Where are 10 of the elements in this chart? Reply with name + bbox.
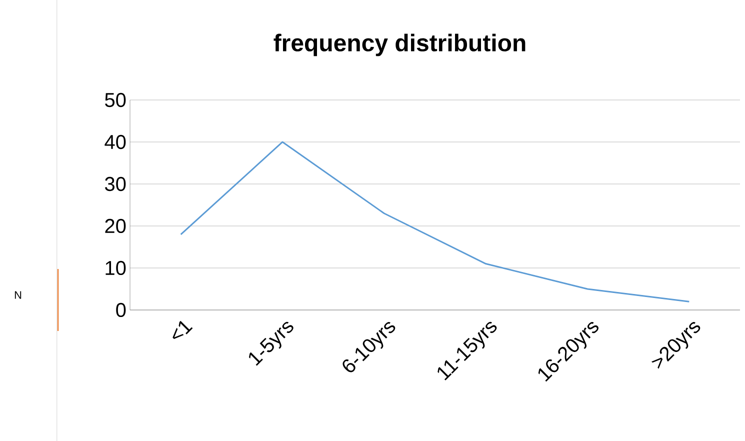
y-tick-label: 20 [105,218,126,234]
text: N [14,291,22,299]
line-series [180,141,690,302]
y-tick-label: 0 [116,302,126,318]
y-tick-label: 40 [104,134,126,150]
y-tick-label: 30 [104,176,126,192]
y-tick-label: 50 [105,92,126,108]
y-tick-label: 10 [106,260,126,276]
chart-title: frequency distribution [274,34,526,56]
x-tick-label: <1 [172,320,193,340]
